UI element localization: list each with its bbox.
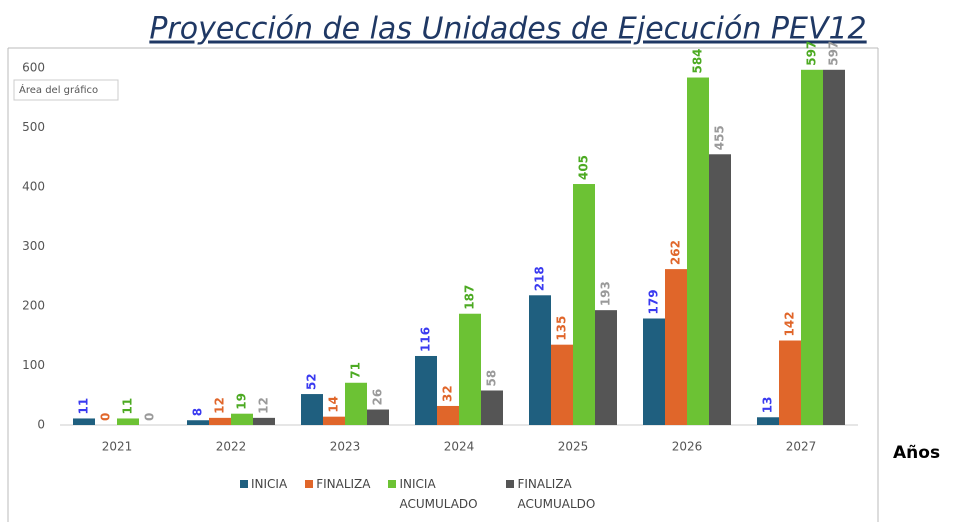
legend-swatch bbox=[388, 480, 397, 488]
value-label: 8 bbox=[191, 408, 205, 416]
value-label: 52 bbox=[305, 373, 319, 390]
bar bbox=[73, 418, 95, 425]
bar bbox=[801, 69, 823, 425]
legend-item: INICIA bbox=[240, 474, 287, 514]
legend-item: FINALIZA bbox=[305, 474, 370, 514]
bar bbox=[187, 420, 209, 425]
value-label: 19 bbox=[235, 393, 249, 410]
bar bbox=[757, 417, 779, 425]
value-label: 597 bbox=[827, 41, 841, 66]
bar bbox=[529, 295, 551, 425]
bar bbox=[643, 318, 665, 425]
bar bbox=[779, 340, 801, 425]
y-tick-label: 300 bbox=[22, 239, 45, 253]
y-tick-label: 200 bbox=[22, 299, 45, 313]
legend-swatch bbox=[305, 480, 314, 488]
bar bbox=[481, 390, 503, 425]
value-label: 0 bbox=[99, 413, 113, 421]
bar bbox=[253, 417, 275, 425]
value-label: 71 bbox=[349, 362, 363, 379]
value-label: 0 bbox=[143, 413, 157, 421]
legend-label: FINALIZA ACUMUALDO bbox=[517, 477, 596, 511]
y-tick-label: 100 bbox=[22, 358, 45, 372]
value-label: 58 bbox=[485, 370, 499, 387]
value-label: 116 bbox=[419, 327, 433, 352]
value-label: 11 bbox=[121, 398, 135, 415]
tooltip-box bbox=[13, 79, 119, 101]
x-tick-label: 2027 bbox=[786, 440, 817, 454]
x-tick-label: 2023 bbox=[330, 440, 361, 454]
value-label: 187 bbox=[463, 285, 477, 310]
bar bbox=[231, 413, 253, 425]
y-tick-label: 500 bbox=[22, 120, 45, 134]
value-label: 13 bbox=[761, 397, 775, 414]
value-label: 26 bbox=[371, 389, 385, 406]
bar bbox=[687, 77, 709, 426]
value-label: 405 bbox=[577, 155, 591, 180]
legend-label: INICIA ACUMULADO bbox=[399, 477, 478, 511]
x-tick-label: 2025 bbox=[558, 440, 589, 454]
value-label: 597 bbox=[805, 41, 819, 66]
x-tick-label: 2021 bbox=[102, 440, 133, 454]
value-label: 11 bbox=[77, 398, 91, 415]
bar bbox=[345, 382, 367, 425]
value-label: 218 bbox=[533, 266, 547, 291]
bar bbox=[323, 416, 345, 425]
x-tick-label: 2024 bbox=[444, 440, 475, 454]
legend-swatch bbox=[240, 480, 248, 488]
legend-swatch bbox=[506, 480, 515, 488]
value-label: 135 bbox=[555, 316, 569, 341]
bar bbox=[415, 355, 437, 425]
value-label: 32 bbox=[441, 385, 455, 402]
chart-title: Proyección de las Unidades de Ejecución … bbox=[149, 12, 866, 47]
legend: INICIA FINALIZA INICIA ACUMULADO FINALIZA A… bbox=[240, 474, 606, 514]
bar bbox=[437, 405, 459, 425]
bar bbox=[459, 313, 481, 425]
bar bbox=[301, 394, 323, 425]
value-label: 262 bbox=[669, 240, 683, 265]
legend-item: FINALIZA ACUMUALDO bbox=[506, 474, 606, 514]
y-tick-label: 600 bbox=[22, 61, 45, 75]
y-tick-label: 0 bbox=[37, 418, 45, 432]
value-label: 455 bbox=[713, 125, 727, 150]
legend-label: FINALIZA bbox=[316, 477, 371, 491]
bar bbox=[823, 69, 845, 425]
value-label: 12 bbox=[257, 397, 271, 414]
value-label: 584 bbox=[691, 48, 705, 73]
bar bbox=[117, 418, 139, 425]
legend-item: INICIA ACUMULADO bbox=[388, 474, 488, 514]
value-label: 179 bbox=[647, 289, 661, 314]
x-tick-label: 2026 bbox=[672, 440, 703, 454]
bar bbox=[209, 417, 231, 425]
value-label: 12 bbox=[213, 397, 227, 414]
bar bbox=[665, 269, 687, 425]
value-label: 193 bbox=[599, 281, 613, 306]
tooltip: Área del gráfico bbox=[19, 83, 98, 96]
value-label: 142 bbox=[783, 311, 797, 336]
bar bbox=[573, 184, 595, 425]
bar bbox=[595, 310, 617, 425]
bar bbox=[367, 409, 389, 425]
x-tick-label: 2022 bbox=[216, 440, 247, 454]
legend-label: INICIA bbox=[251, 477, 288, 491]
value-label: 14 bbox=[327, 396, 341, 413]
bar bbox=[709, 154, 731, 425]
y-tick-label: 400 bbox=[22, 180, 45, 194]
x-axis-label: Años bbox=[893, 443, 940, 463]
bar bbox=[551, 344, 573, 425]
